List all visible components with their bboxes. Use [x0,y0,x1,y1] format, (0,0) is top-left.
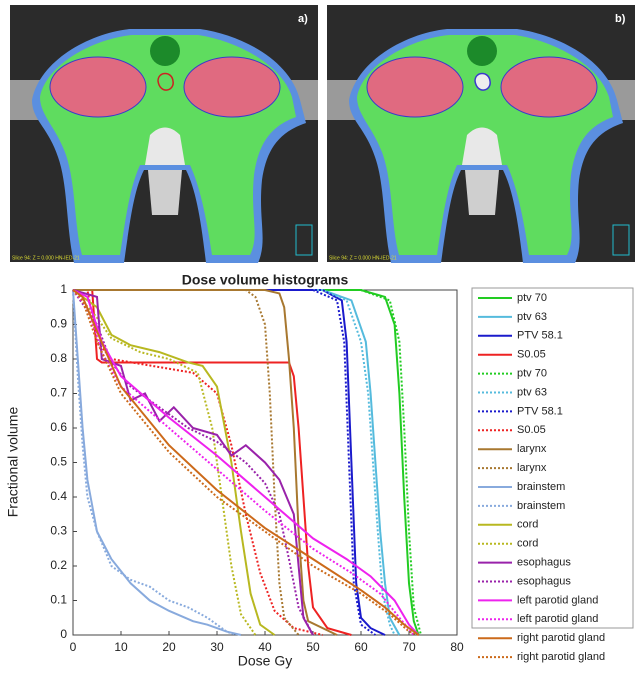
legend-label: brainstem [517,500,565,512]
y-tick-label: 0.3 [50,524,67,538]
ct-panel-a [9,4,319,264]
legend-label: left parotid gland [517,613,598,625]
legend-label: ptv 70 [517,292,547,304]
x-axis-label: Dose Gy [238,653,292,669]
dvh-line [73,289,386,636]
y-tick-label: 0.1 [50,593,67,607]
y-tick-label: 0.9 [50,317,67,331]
panel-label: b) [615,13,626,25]
dvh-line [72,289,237,636]
dvh-line [72,289,276,636]
y-tick-label: 0.2 [50,558,67,572]
legend-label: right parotid gland [517,632,605,644]
x-tick-label: 20 [162,640,176,654]
legend-label: brainstem [517,481,565,493]
dvh-line [73,289,376,636]
legend-label: cord [517,519,538,531]
chart-title: Dose volume histograms [182,272,349,288]
y-tick-label: 0.5 [50,455,67,469]
legend-label: larynx [517,443,547,455]
ct-panel-b [326,4,636,264]
dvh-line [72,289,314,636]
legend-label: left parotid gland [517,594,598,606]
x-tick-label: 0 [70,640,77,654]
legend-label: larynx [517,462,547,474]
slice-info: Slice 94: Z = 0.000 HN-IED-21 [329,255,397,261]
x-tick-label: 40 [258,640,272,654]
dvh-line [72,289,314,636]
y-tick-label: 0 [60,627,67,641]
dvh-line [72,289,257,636]
x-tick-label: 50 [306,640,320,654]
legend-box [471,287,634,629]
x-tick-label: 60 [354,640,368,654]
y-tick-label: 0.8 [50,351,67,365]
x-tick-label: 70 [402,640,416,654]
y-tick-label: 1 [60,282,67,296]
panel-label: a) [298,13,308,25]
dvh-line [73,289,323,636]
legend-label: ptv 63 [517,311,547,323]
legend-label: esophagus [517,557,571,569]
legend-label: ptv 63 [517,386,547,398]
slice-info: Slice 94: Z = 0.000 HN-IED-21 [12,255,80,261]
legend-label: S0.05 [517,349,546,361]
legend-label: PTV 58.1 [517,330,563,342]
x-tick-label: 80 [450,640,464,654]
dvh-line [73,289,300,636]
legend-label: cord [517,538,538,550]
dvh-line [72,289,419,636]
legend-label: esophagus [517,575,571,587]
dvh-line [73,289,422,636]
dvh-line [72,289,242,636]
dvh-line [73,289,338,636]
dvh-line [72,289,420,636]
legend-label: S0.05 [517,424,546,436]
legend-label: PTV 58.1 [517,405,563,417]
legend-label: ptv 70 [517,368,547,380]
y-tick-label: 0.6 [50,420,67,434]
legend-label: right parotid gland [517,651,605,663]
y-axis-label: Fractional volume [5,407,21,518]
dvh-line [73,289,352,636]
y-tick-label: 0.4 [50,489,67,503]
x-tick-label: 10 [114,640,128,654]
y-tick-label: 0.7 [50,386,67,400]
x-tick-label: 30 [210,640,224,654]
